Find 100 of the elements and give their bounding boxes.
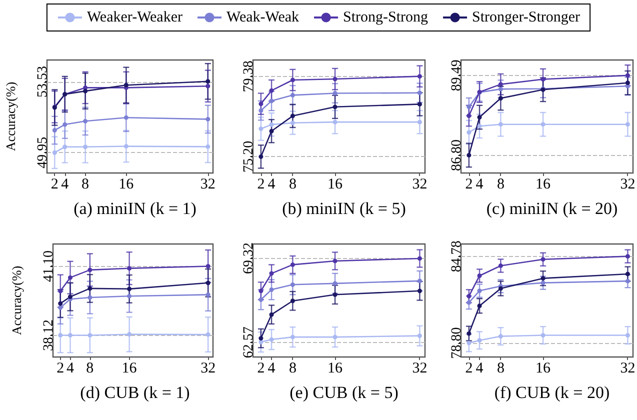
point xyxy=(290,120,295,126)
x-tick-label: 16 xyxy=(328,176,344,192)
point xyxy=(269,312,274,317)
point xyxy=(417,74,422,79)
point xyxy=(417,334,422,338)
x-tick-label: 8 xyxy=(288,176,296,192)
point xyxy=(52,150,57,155)
point xyxy=(258,340,264,344)
point xyxy=(88,295,92,300)
x-tick-label: 16 xyxy=(536,360,552,376)
text: (c) miniIN (k = 20) xyxy=(486,199,618,218)
x-tick-label: 2 xyxy=(465,176,473,192)
y-tick-label: 78.80 xyxy=(450,327,464,359)
point xyxy=(498,286,503,291)
point xyxy=(58,332,63,338)
x-tick-label: 32 xyxy=(412,176,428,192)
text: (d) CUB (k = 1) xyxy=(80,383,190,402)
point xyxy=(417,256,422,261)
point xyxy=(477,273,482,278)
point xyxy=(62,122,68,127)
text: (b) miniIN (k = 5) xyxy=(282,199,406,218)
point xyxy=(88,268,92,272)
point xyxy=(290,92,295,98)
x-tick-label: 32 xyxy=(200,360,216,376)
y-tick-label: 41.10 xyxy=(42,250,56,282)
point xyxy=(332,258,338,264)
x-tick-label: 2 xyxy=(257,176,265,192)
point xyxy=(269,287,274,292)
x-tick-label: 32 xyxy=(620,360,636,376)
y-axis-title: Accuracy(%) xyxy=(3,82,18,152)
point xyxy=(290,334,295,340)
point xyxy=(269,271,274,276)
x-tick-label: 8 xyxy=(496,176,504,192)
legend-label: Weaker-Weaker xyxy=(86,10,182,26)
x-tick-label: 32 xyxy=(412,360,428,376)
point xyxy=(332,76,338,82)
point xyxy=(417,120,422,124)
x-tick-label: 16 xyxy=(118,176,134,192)
point xyxy=(62,144,68,150)
x-tick-label: 32 xyxy=(620,176,636,192)
point xyxy=(258,154,264,159)
point xyxy=(477,304,482,308)
x-tick-label: 8 xyxy=(86,360,94,376)
point xyxy=(258,336,264,341)
point xyxy=(625,254,630,259)
point xyxy=(466,130,472,135)
point xyxy=(124,115,128,120)
point xyxy=(540,333,546,338)
point xyxy=(290,114,295,118)
point xyxy=(83,118,88,124)
x-tick-label: 16 xyxy=(328,360,344,376)
point xyxy=(332,334,338,340)
text: (f) CUB (k = 20) xyxy=(494,383,610,402)
point xyxy=(625,333,630,338)
point xyxy=(269,128,274,134)
x-tick-label: 32 xyxy=(200,176,216,192)
point xyxy=(625,122,630,127)
point xyxy=(127,286,132,292)
point xyxy=(127,294,132,298)
point xyxy=(88,332,92,338)
point xyxy=(498,334,503,339)
x-tick-label: 4 xyxy=(268,176,276,192)
point xyxy=(206,116,210,122)
point xyxy=(83,88,88,94)
point xyxy=(540,257,546,262)
point xyxy=(127,332,132,337)
point xyxy=(206,79,210,84)
y-tick-label: 86.80 xyxy=(450,139,464,171)
point xyxy=(124,82,128,88)
point xyxy=(540,122,546,127)
y-tick-label: 75.20 xyxy=(242,140,256,172)
text: (a) miniIN (k = 1) xyxy=(74,199,196,218)
x-tick-label: 16 xyxy=(122,360,138,376)
point xyxy=(127,266,132,271)
y-tick-label: 49.95 xyxy=(36,136,50,168)
x-tick-label: 8 xyxy=(288,360,296,376)
y-tick-label: 38.12 xyxy=(42,319,56,351)
point xyxy=(68,275,72,280)
x-tick-label: 4 xyxy=(268,360,276,376)
point xyxy=(206,332,210,337)
point xyxy=(68,332,72,338)
x-tick-label: 4 xyxy=(61,176,70,192)
y-tick-label: 84.78 xyxy=(450,240,464,272)
point xyxy=(290,282,295,287)
point xyxy=(290,262,295,267)
x-tick-label: 4 xyxy=(476,360,484,376)
y-tick-label: 53.53 xyxy=(36,66,50,98)
point xyxy=(269,122,274,127)
x-tick-label: 8 xyxy=(82,176,90,192)
point xyxy=(466,152,472,158)
y-tick-label: 69.32 xyxy=(242,242,256,274)
point xyxy=(290,298,295,304)
point xyxy=(477,338,482,343)
y-axis-title: Accuracy(%) xyxy=(9,266,24,336)
point xyxy=(258,126,264,132)
legend-label: Weak-Weak xyxy=(226,10,300,26)
legend-label: Stronger-Stronger xyxy=(472,10,580,26)
point xyxy=(290,78,295,82)
point xyxy=(83,144,88,150)
x-tick-label: 2 xyxy=(50,176,58,192)
